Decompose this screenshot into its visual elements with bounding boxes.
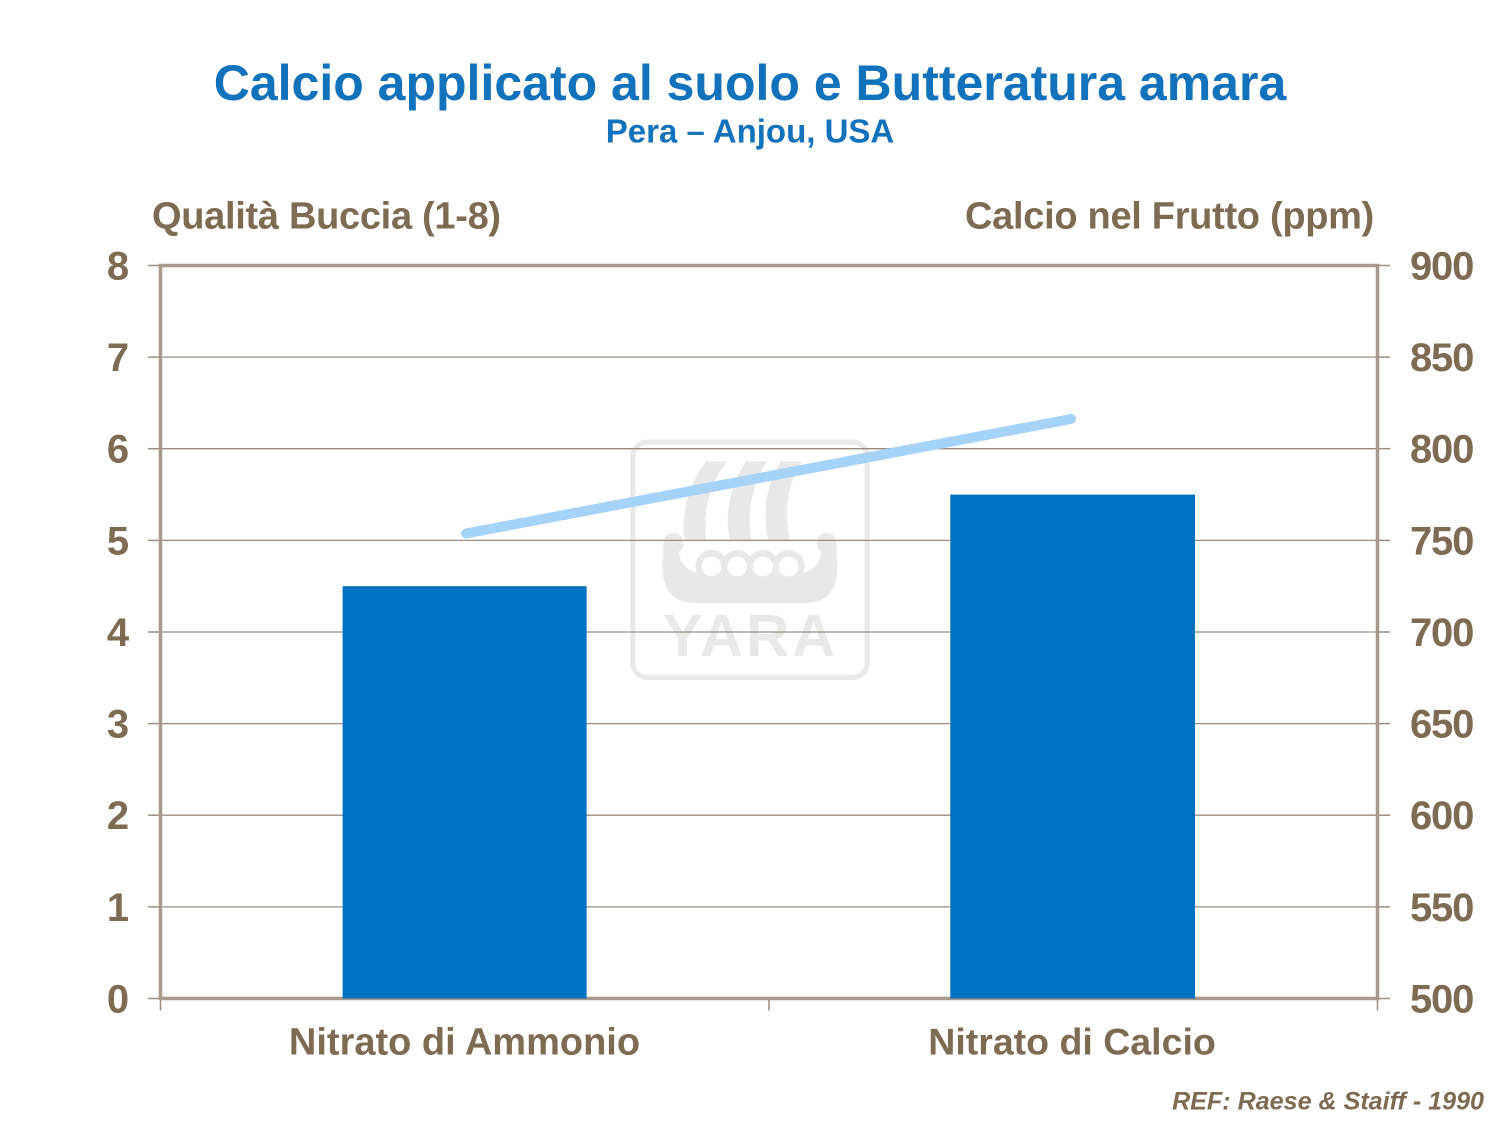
- svg-text:750: 750: [1410, 519, 1473, 563]
- svg-text:5: 5: [107, 519, 129, 563]
- svg-text:1: 1: [107, 886, 129, 930]
- svg-text:600: 600: [1410, 794, 1473, 838]
- svg-text:Nitrato di Calcio: Nitrato di Calcio: [928, 1021, 1216, 1063]
- svg-text:850: 850: [1410, 336, 1473, 380]
- svg-text:Pera – Anjou, USA: Pera – Anjou, USA: [606, 112, 895, 149]
- svg-text:4: 4: [107, 611, 130, 655]
- svg-text:Calcio nel Frutto (ppm): Calcio nel Frutto (ppm): [965, 196, 1374, 238]
- svg-text:Calcio applicato al suolo e Bu: Calcio applicato al suolo e Butteratura …: [214, 55, 1288, 111]
- svg-text:8: 8: [107, 245, 129, 289]
- svg-text:0: 0: [107, 978, 129, 1022]
- svg-text:Nitrato di Ammonio: Nitrato di Ammonio: [289, 1022, 640, 1064]
- svg-text:REF: Raese & Staiff - 1990: REF: Raese & Staiff - 1990: [1172, 1088, 1484, 1116]
- svg-text:550: 550: [1410, 886, 1473, 930]
- svg-text:650: 650: [1410, 703, 1473, 747]
- svg-text:800: 800: [1410, 428, 1473, 472]
- svg-text:YARA: YARA: [663, 602, 838, 669]
- svg-text:3: 3: [107, 703, 129, 747]
- svg-text:Qualità Buccia (1-8): Qualità Buccia (1-8): [152, 196, 501, 238]
- svg-text:6: 6: [107, 428, 129, 472]
- svg-text:2: 2: [107, 794, 129, 838]
- svg-text:500: 500: [1410, 978, 1473, 1022]
- svg-text:700: 700: [1410, 611, 1473, 655]
- svg-text:7: 7: [107, 336, 129, 380]
- svg-text:900: 900: [1410, 245, 1473, 289]
